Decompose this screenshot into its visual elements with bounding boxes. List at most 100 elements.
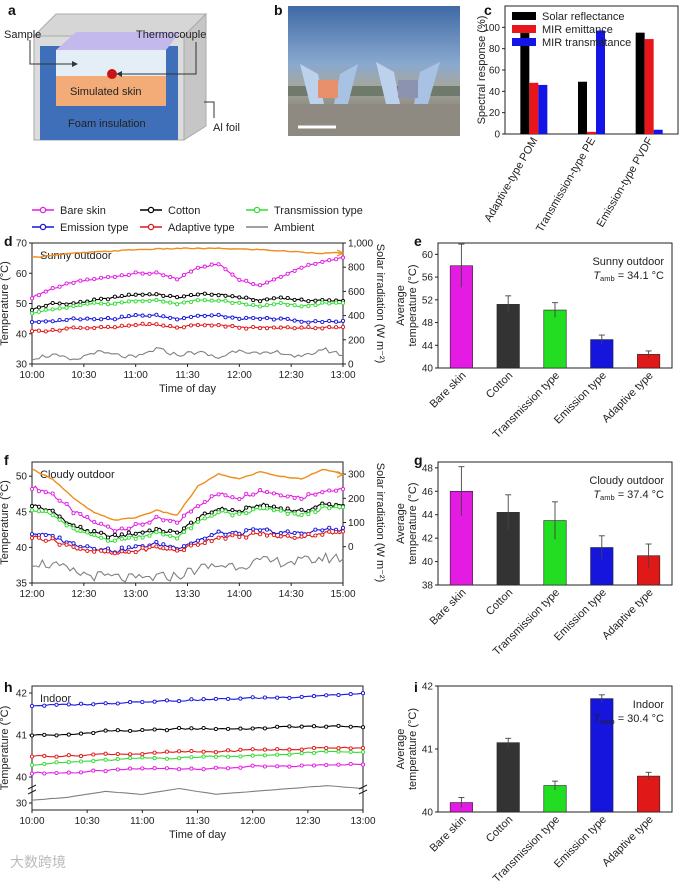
series-marker-adaptive-type: [250, 747, 255, 752]
series-marker-adaptive-type: [327, 325, 332, 330]
series-marker-cotton: [36, 305, 41, 310]
series-marker-transmission-type: [292, 303, 297, 308]
series-marker-adaptive-type: [287, 747, 292, 752]
series-line-adaptive-type: [31, 531, 344, 555]
series-marker-cotton: [112, 294, 117, 299]
x-tick-label: Adaptive-type POM: [482, 136, 540, 225]
series-marker-bare-skin: [115, 767, 120, 772]
series-marker-transmission-type: [223, 509, 228, 514]
legend-label-bare-skin: Bare skin: [60, 205, 106, 217]
series-line-adaptive-type: [31, 323, 344, 333]
series-marker-emission-type: [92, 317, 97, 322]
series-marker-cotton: [327, 298, 332, 303]
series-marker-bare-skin: [119, 526, 124, 531]
series-marker-adaptive-type: [78, 546, 83, 551]
series-marker-cotton: [230, 508, 235, 513]
series-marker-adaptive-type: [161, 546, 166, 551]
legend-marker-adaptive-type: [147, 223, 155, 231]
series-marker-adaptive-type: [154, 322, 159, 327]
series-marker-transmission-type: [188, 526, 194, 531]
series-marker-transmission-type: [71, 526, 76, 531]
series-marker-transmission-type: [112, 301, 117, 306]
series-marker-emission-type: [244, 528, 249, 533]
series-marker-transmission-type: [275, 752, 280, 757]
simulated-skin-block: [56, 76, 166, 106]
series-marker-adaptive-type: [119, 549, 124, 554]
series-marker-transmission-type: [140, 299, 145, 304]
series-line-solar-irradiation: [31, 247, 343, 258]
y-tick-label: 48: [422, 318, 434, 329]
series-marker-bare-skin: [311, 763, 317, 768]
series-marker-bare-skin: [181, 272, 187, 277]
series-marker-adaptive-type: [50, 536, 55, 541]
series-marker-transmission-type: [348, 749, 353, 754]
y-tick-label: 42: [422, 682, 434, 693]
series-marker-transmission-type: [147, 298, 152, 304]
series-marker-transmission-type: [105, 538, 111, 543]
series-marker-adaptive-type: [209, 539, 214, 544]
series-marker-emission-type: [313, 319, 318, 324]
x-tick-label: 10:30: [75, 816, 100, 827]
series-marker-bare-skin: [264, 490, 270, 495]
series-marker-cotton: [251, 298, 256, 303]
series-marker-cotton: [216, 293, 221, 298]
series-marker-adaptive-type: [36, 535, 41, 540]
series-marker-adaptive-type: [226, 748, 231, 753]
series-marker-bare-skin: [237, 277, 242, 282]
series-marker-bare-skin: [91, 768, 96, 773]
y-tick-label: 42: [16, 689, 28, 700]
bar-mir-transmittance: [596, 30, 605, 134]
series-marker-transmission-type: [334, 300, 339, 305]
series-marker-transmission-type: [226, 754, 231, 759]
series-marker-bare-skin: [188, 269, 194, 274]
series-marker-adaptive-type: [271, 532, 276, 538]
series-marker-bare-skin: [230, 272, 235, 277]
series-marker-transmission-type: [299, 304, 304, 309]
series-marker-adaptive-type: [285, 533, 290, 538]
legend-marker-transmission-type: [253, 206, 261, 214]
series-marker-transmission-type: [244, 302, 249, 307]
series-marker-emission-type: [334, 319, 339, 324]
series-line-bare-skin: [31, 257, 344, 299]
y-tick-label: 42: [422, 534, 434, 545]
series-marker-adaptive-type: [168, 546, 173, 551]
series-marker-adaptive-type: [57, 328, 62, 333]
series-marker-adaptive-type: [119, 323, 124, 328]
series-marker-transmission-type: [340, 300, 346, 306]
series-marker-transmission-type: [320, 300, 325, 305]
series-marker-bare-skin: [213, 765, 218, 770]
series-marker-adaptive-type: [43, 538, 48, 543]
legend-marker-emission-type: [39, 223, 47, 231]
y-axis-label-line2: temperature (°C): [407, 482, 419, 564]
series-marker-cotton: [189, 726, 194, 731]
x-tick-label: 12:30: [295, 816, 320, 827]
series-marker-emission-type: [264, 316, 270, 321]
series-marker-transmission-type: [99, 301, 104, 306]
series-marker-emission-type: [29, 320, 35, 325]
series-marker-transmission-type: [78, 528, 83, 533]
series-marker-adaptive-type: [78, 754, 84, 759]
series-marker-emission-type: [306, 320, 311, 325]
bar-solar-reflectance: [578, 81, 587, 134]
series-marker-transmission-type: [164, 756, 169, 761]
series-marker-bare-skin: [275, 764, 280, 769]
series-marker-emission-type: [161, 542, 166, 547]
panel-letter-i: i: [414, 679, 418, 695]
x-tick-label: 10:00: [19, 370, 44, 381]
series-marker-emission-type: [57, 317, 62, 323]
series-marker-bare-skin: [264, 280, 270, 285]
series-line-solar-irradiation: [31, 468, 344, 521]
series-marker-adaptive-type: [175, 325, 180, 330]
series-marker-adaptive-type: [320, 532, 325, 537]
series-marker-transmission-type: [152, 756, 157, 761]
legend-label-solar-reflectance: Solar reflectance: [542, 11, 625, 23]
series-marker-transmission-type: [213, 754, 218, 759]
x-tick-label: Emission-type PVDF: [595, 135, 656, 229]
series-marker-emission-type: [340, 318, 346, 323]
series-marker-transmission-type: [85, 530, 90, 535]
y-tick-label: 80: [489, 44, 501, 55]
series-marker-cotton: [168, 293, 173, 298]
series-marker-transmission-type: [92, 532, 97, 537]
series-marker-transmission-type: [306, 303, 311, 309]
